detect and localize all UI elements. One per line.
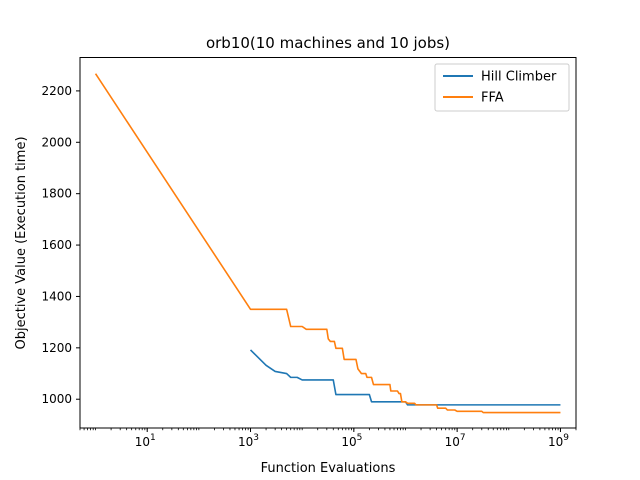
x-axis-ticks: 101 103 105 107 109 bbox=[79, 428, 577, 449]
legend-label-hill-climber: Hill Climber bbox=[481, 70, 557, 85]
y-tick-label: 1200 bbox=[41, 341, 72, 355]
y-tick-label: 2200 bbox=[41, 84, 72, 98]
x-tick-label-exponent: 5 bbox=[357, 433, 363, 443]
x-tick-label-base: 10 bbox=[135, 435, 150, 449]
x-tick-label-exponent: 3 bbox=[253, 433, 259, 443]
y-tick-label: 1000 bbox=[41, 392, 72, 406]
y-tick-label: 2000 bbox=[41, 135, 72, 149]
x-tick-label: 103 bbox=[238, 433, 259, 449]
y-tick-label: 1600 bbox=[41, 238, 72, 252]
series-layer bbox=[94, 73, 561, 414]
y-axis-label: Objective Value (Execution time) bbox=[14, 136, 29, 349]
x-tick-label-exponent: 1 bbox=[150, 433, 156, 443]
x-tick-label-base: 10 bbox=[445, 435, 460, 449]
y-tick-label: 1800 bbox=[41, 187, 72, 201]
x-tick-label: 107 bbox=[445, 433, 466, 449]
x-axis-label: Function Evaluations bbox=[261, 461, 396, 476]
y-tick-label: 1400 bbox=[41, 289, 72, 303]
x-tick-label-base: 10 bbox=[238, 435, 253, 449]
series-line-ffa bbox=[94, 73, 561, 414]
plot-frame bbox=[79, 57, 577, 429]
legend-label-ffa: FFA bbox=[481, 91, 504, 106]
x-tick-label-base: 10 bbox=[548, 435, 563, 449]
x-tick-label-exponent: 7 bbox=[460, 433, 466, 443]
x-tick-label: 105 bbox=[341, 433, 362, 449]
x-tick-label: 109 bbox=[548, 433, 569, 449]
x-tick-label-base: 10 bbox=[341, 435, 356, 449]
legend: Hill Climber FFA bbox=[434, 63, 570, 112]
chart-title: orb10(10 machines and 10 jobs) bbox=[206, 34, 450, 52]
x-tick-label: 101 bbox=[135, 433, 156, 449]
x-tick-label-exponent: 9 bbox=[563, 433, 569, 443]
series-line-hill-climber bbox=[249, 349, 561, 406]
y-axis-ticks: 1000 1200 1400 1600 1800 2000 2200 bbox=[41, 84, 80, 406]
